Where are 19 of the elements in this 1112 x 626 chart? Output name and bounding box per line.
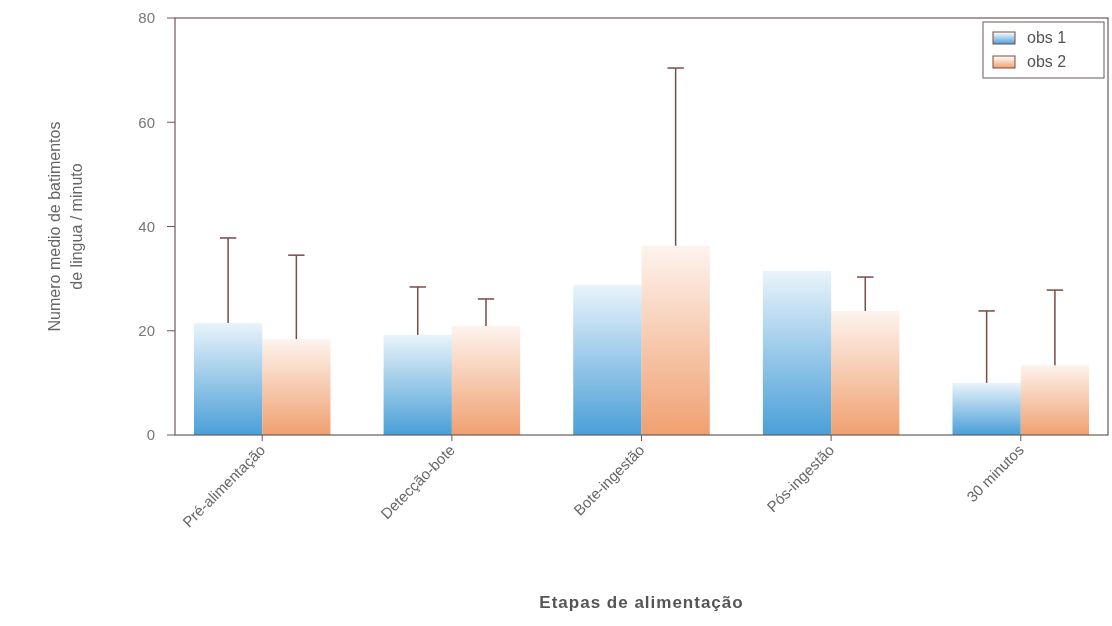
x-axis-title: Etapas de alimentação — [539, 593, 744, 612]
y-tick-label: 0 — [146, 426, 155, 444]
legend-label: obs 1 — [1027, 29, 1067, 46]
bar — [451, 325, 521, 436]
bar — [951, 382, 1022, 436]
y-tick-label: 80 — [138, 9, 155, 27]
legend-label: obs 2 — [1027, 53, 1067, 70]
bar — [261, 338, 332, 436]
y-axis-title: Numero medio de batimentos de lingua / minuto — [46, 121, 85, 332]
y-tick-label: 20 — [138, 322, 155, 339]
y-tick-label: 40 — [138, 217, 155, 235]
bar — [1020, 364, 1090, 436]
bar — [382, 334, 453, 436]
bar — [762, 270, 832, 436]
bar — [193, 322, 263, 436]
bar — [572, 284, 643, 436]
bar — [640, 245, 711, 436]
bar — [830, 310, 901, 436]
y-tick-label: 60 — [138, 113, 155, 131]
